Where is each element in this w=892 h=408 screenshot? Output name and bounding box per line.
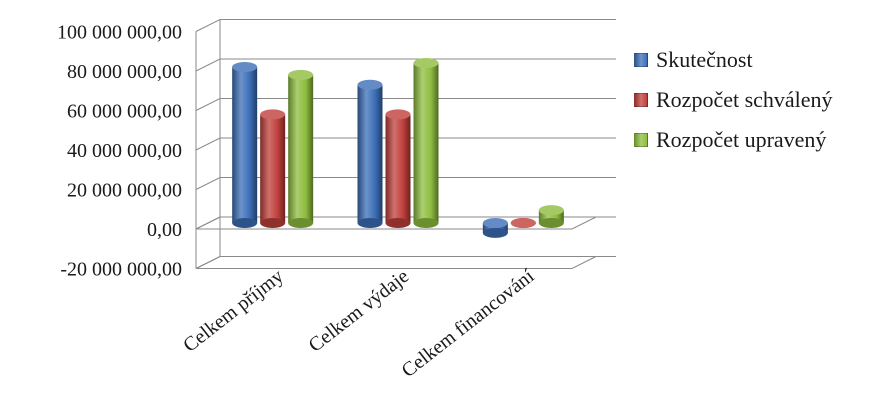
y-tick-label: 60 000 000,00 — [67, 101, 182, 123]
x-category-label: Celkem výdaje — [305, 265, 414, 357]
x-category-label: Celkem příjmy — [179, 265, 288, 357]
bar — [260, 109, 286, 228]
bar — [413, 58, 439, 228]
gridline — [195, 98, 616, 111]
chart-legend: Skutečnost Rozpočet schválený Rozpočet upr… — [634, 40, 833, 160]
chart-bars — [232, 58, 564, 238]
y-tick-label: 100 000 000,00 — [57, 22, 182, 44]
y-tick-label: -20 000 000,00 — [60, 259, 182, 281]
bar — [538, 205, 564, 228]
gridline — [195, 58, 616, 72]
legend-swatch — [634, 53, 648, 67]
legend-item: Rozpočet schválený — [634, 80, 833, 120]
y-tick-label: 40 000 000,00 — [67, 140, 182, 162]
bar — [232, 61, 258, 228]
legend-label: Rozpočet schválený — [656, 87, 833, 112]
legend-swatch — [634, 133, 648, 147]
legend-swatch — [634, 93, 648, 107]
chart-axes — [195, 19, 597, 269]
floor-zero-plane — [195, 216, 597, 230]
bar — [385, 109, 411, 228]
legend-item: Skutečnost — [634, 40, 833, 80]
x-category-label: Celkem financování — [398, 265, 539, 382]
y-tick-label: 0,00 — [147, 219, 182, 241]
y-axis-ticks: 100 000 000,00 80 000 000,00 60 000 000,00… — [57, 22, 182, 281]
gridline — [195, 19, 616, 32]
bar — [288, 69, 314, 228]
bar — [510, 218, 536, 228]
bar — [357, 79, 383, 228]
floor-bottom — [195, 256, 597, 269]
legend-label: Rozpočet upravený — [656, 127, 827, 152]
gridline — [195, 256, 616, 269]
y-tick-label: 80 000 000,00 — [67, 61, 182, 83]
legend-label: Skutečnost — [656, 47, 753, 72]
bar — [482, 218, 508, 238]
legend-item: Rozpočet upravený — [634, 120, 833, 160]
y-tick-label: 20 000 000,00 — [67, 180, 182, 202]
